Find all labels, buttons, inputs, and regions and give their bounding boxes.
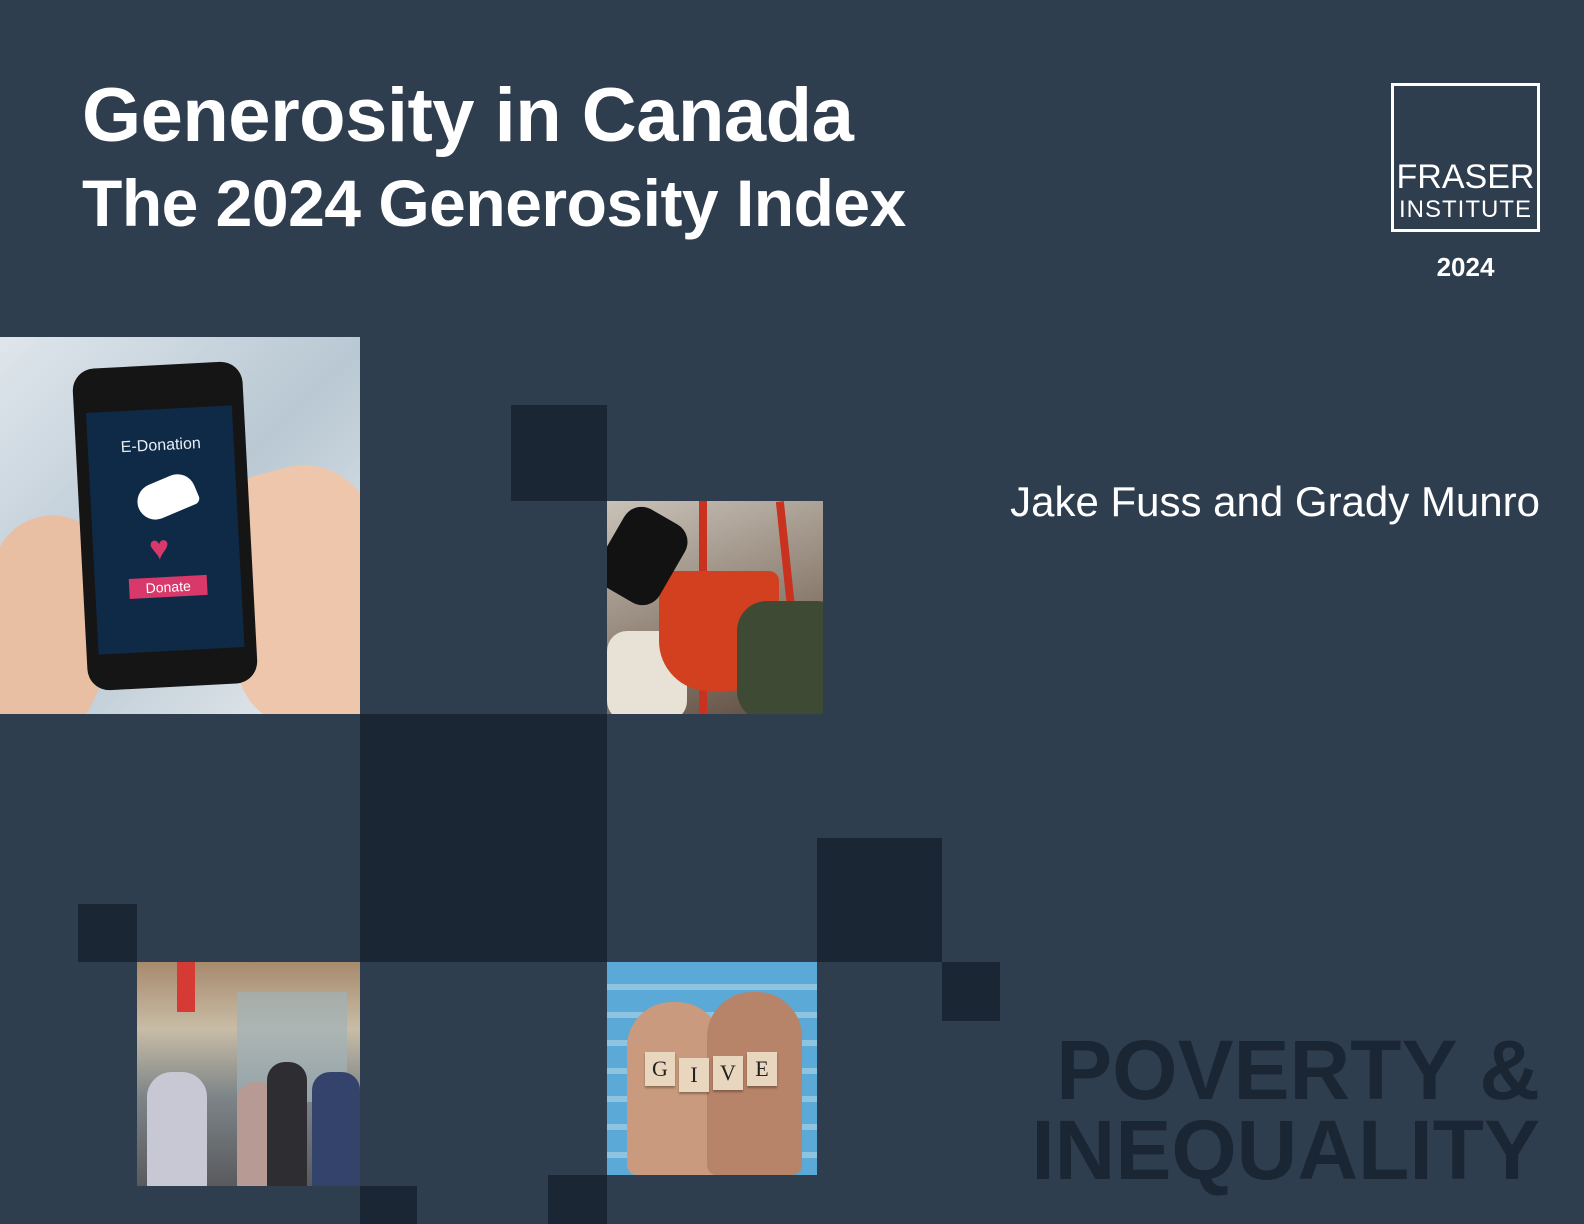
report-subtitle: The 2024 Generosity Index xyxy=(82,166,906,240)
decorative-square xyxy=(511,405,607,501)
hand-icon xyxy=(131,468,202,526)
decorative-square xyxy=(817,838,942,962)
fraser-institute-logo: FRASER INSTITUTE xyxy=(1391,83,1540,232)
decorative-square xyxy=(548,1175,607,1224)
give-hands-photo: G I V E xyxy=(607,962,817,1175)
series-label: POVERTY & INEQUALITY xyxy=(1031,1023,1540,1197)
logo-line2: INSTITUTE xyxy=(1399,196,1532,223)
authors: Jake Fuss and Grady Munro xyxy=(1010,478,1540,525)
report-title: Generosity in Canada xyxy=(82,73,854,158)
decorative-square xyxy=(942,962,1000,1021)
letter-block: E xyxy=(747,1052,777,1086)
e-donation-phone-photo: E-Donation ♥ Donate xyxy=(0,337,360,714)
heart-icon: ♥ xyxy=(148,528,171,568)
smartphone: E-Donation ♥ Donate xyxy=(71,360,259,692)
decorative-square xyxy=(360,1186,417,1224)
series-line2: INEQUALITY xyxy=(1031,1103,1540,1197)
phone-screen-title: E-Donation xyxy=(120,435,202,457)
decorative-square xyxy=(78,904,137,962)
series-line1: POVERTY & xyxy=(1056,1023,1540,1117)
red-kettle-photo xyxy=(607,501,823,714)
letter-block: I xyxy=(679,1058,709,1092)
food-bank-line-photo xyxy=(137,962,360,1186)
letter-block: V xyxy=(713,1056,743,1090)
donate-button-in-photo: Donate xyxy=(128,574,208,599)
decorative-square xyxy=(360,714,607,962)
publication-year: 2024 xyxy=(1436,252,1495,282)
logo-line1: FRASER xyxy=(1396,158,1535,196)
letter-block: G xyxy=(645,1052,675,1086)
